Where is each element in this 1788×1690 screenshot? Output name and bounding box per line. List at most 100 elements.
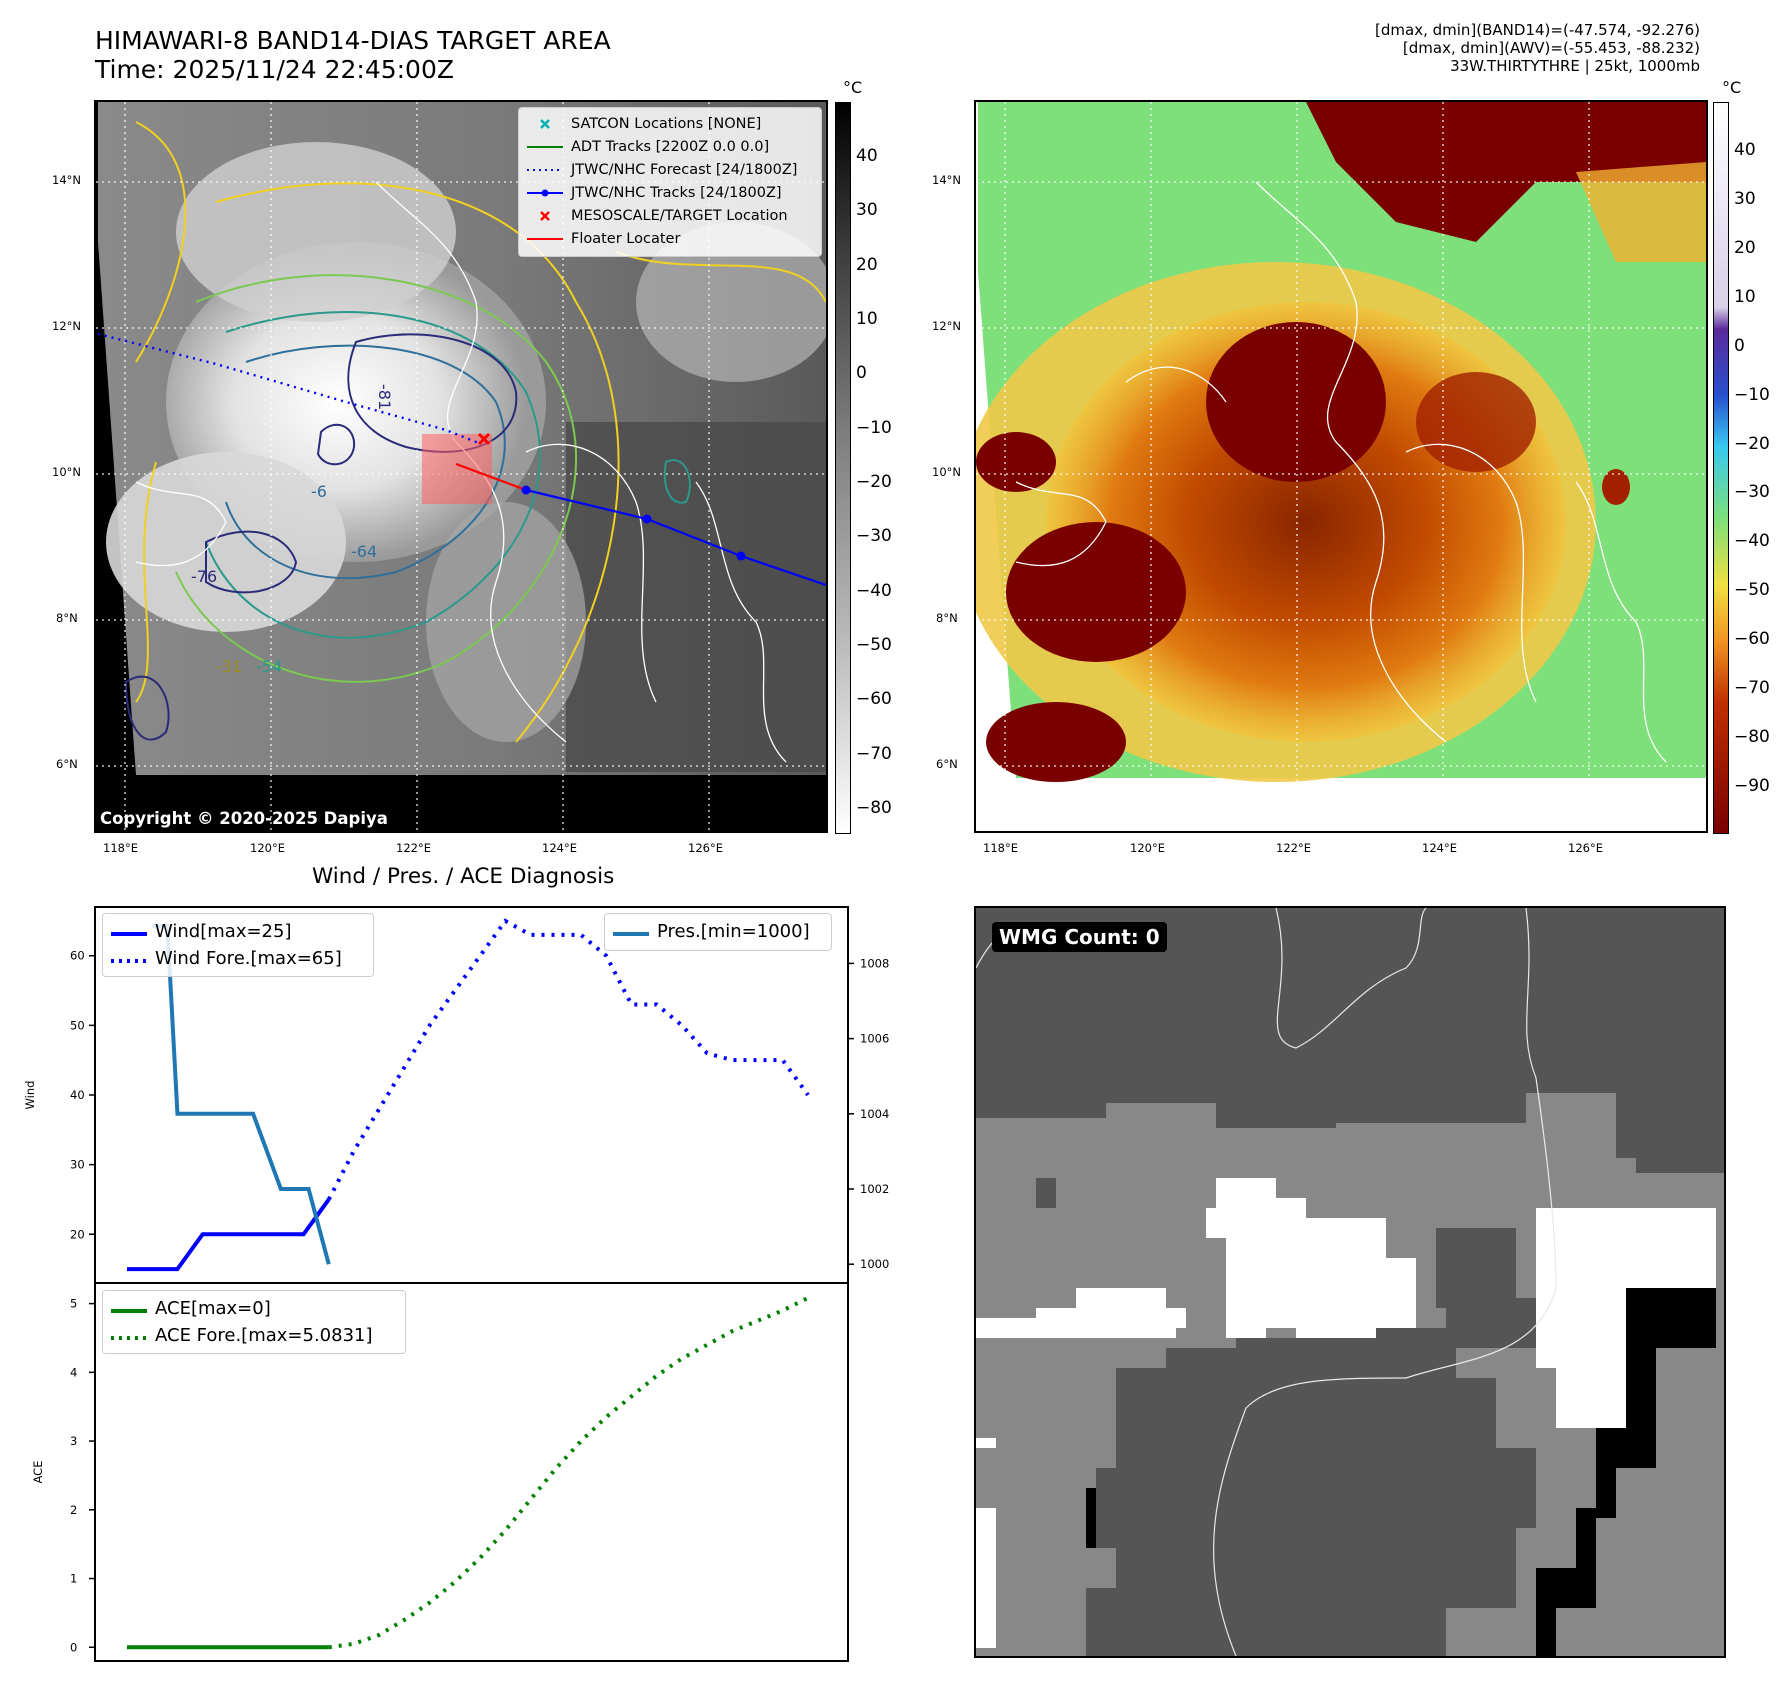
lon-tick-label: 124°E xyxy=(1422,841,1457,855)
copyright-text: Copyright © 2020-2025 Dapiya xyxy=(100,809,388,828)
red-line-icon xyxy=(527,232,563,246)
y-tick-label: 2 xyxy=(70,1503,77,1517)
colorbar-tick-label: −40 xyxy=(856,580,892,601)
legend-item: Wind Fore.[max=65] xyxy=(111,945,365,972)
legend-label: Floater Locater xyxy=(571,230,681,247)
lat-tick-label: 14°N xyxy=(932,173,961,187)
chart-title: Wind / Pres. / ACE Diagnosis xyxy=(312,864,615,889)
lat-tick-label: 6°N xyxy=(56,757,78,771)
colorbar-tick-label: −60 xyxy=(856,689,892,710)
legend-label: Wind Fore.[max=65] xyxy=(155,948,342,969)
wind-forecast-line xyxy=(327,918,810,1201)
contour-label: -31 xyxy=(216,657,242,676)
ir-colorbar-unit: °C xyxy=(843,78,863,97)
wmg-map[interactable]: WMG Count: 0 xyxy=(974,906,1726,1658)
lon-tick-label: 122°E xyxy=(396,841,431,855)
ir-satellite-map[interactable]: -76 -81 -64 -54 -31 -6 xyxy=(94,100,828,833)
ir-legend: SATCON Locations [NONE] ADT Tracks [2200… xyxy=(518,107,822,257)
y-tick-label: 20 xyxy=(70,1227,85,1241)
ace-axes xyxy=(94,1282,849,1662)
lon-tick-label: 120°E xyxy=(1130,841,1165,855)
lat-tick-label: 8°N xyxy=(936,611,958,625)
wind-solid-line-icon xyxy=(111,925,147,939)
legend-label: SATCON Locations [NONE] xyxy=(571,115,762,132)
contour-label: -64 xyxy=(351,542,377,561)
lon-tick-label: 118°E xyxy=(983,841,1018,855)
colorbar-tick-label: −60 xyxy=(1734,629,1770,650)
y-tick-label: 3 xyxy=(70,1434,77,1448)
colorbar-tick-label: −80 xyxy=(1734,727,1770,748)
legend-item: ACE Fore.[max=5.0831] xyxy=(111,1322,397,1349)
lat-tick-label: 6°N xyxy=(936,757,958,771)
awv-satellite-map[interactable] xyxy=(974,100,1708,833)
legend-label: JTWC/NHC Tracks [24/1800Z] xyxy=(571,184,782,201)
legend-label: Pres.[min=1000] xyxy=(657,921,810,942)
colorbar-tick-label: 40 xyxy=(856,146,878,166)
lon-tick-label: 126°E xyxy=(688,841,723,855)
wind-legend: Wind[max=25] Wind Fore.[max=65] xyxy=(102,913,374,977)
legend-label: ADT Tracks [2200Z 0.0 0.0] xyxy=(571,138,770,155)
contour-label: -54 xyxy=(256,657,282,676)
colorbar-tick-label: 10 xyxy=(856,309,878,329)
lon-tick-label: 124°E xyxy=(542,841,577,855)
colorbar-tick-label: −40 xyxy=(1734,531,1770,552)
legend-item: ACE[max=0] xyxy=(111,1295,397,1322)
colorbar-tick-label: −70 xyxy=(856,743,892,764)
figure-title: HIMAWARI-8 BAND14-DIAS TARGET AREA xyxy=(95,26,611,55)
y-tick-label: 0 xyxy=(70,1640,77,1654)
legend-item: MESOSCALE/TARGET Location xyxy=(527,204,813,227)
lat-tick-label: 12°N xyxy=(52,319,81,333)
ace-legend: ACE[max=0] ACE Fore.[max=5.0831] xyxy=(102,1290,406,1354)
colorbar-tick-label: −20 xyxy=(856,472,892,492)
awv-colorbar xyxy=(1713,102,1729,834)
colorbar-tick-label: 20 xyxy=(1734,237,1756,258)
legend-label: MESOSCALE/TARGET Location xyxy=(571,207,788,224)
colorbar-tick-label: 10 xyxy=(1734,286,1756,307)
green-line-icon xyxy=(527,140,563,154)
y-axis-label: ACE xyxy=(31,1461,45,1484)
wind-dotted-line-icon xyxy=(111,952,147,966)
blue-dot-line-icon xyxy=(527,186,563,200)
colorbar-tick-label: −20 xyxy=(1734,433,1770,454)
lat-tick-label: 14°N xyxy=(52,173,81,187)
legend-label: ACE Fore.[max=5.0831] xyxy=(155,1325,373,1346)
figure-time: Time: 2025/11/24 22:45:00Z xyxy=(95,55,454,84)
legend-item: JTWC/NHC Forecast [24/1800Z] xyxy=(527,158,813,181)
legend-item: Pres.[min=1000] xyxy=(613,918,823,945)
pressure-line-icon xyxy=(613,925,649,939)
cyan-x-icon xyxy=(527,117,563,131)
legend-item: JTWC/NHC Tracks [24/1800Z] xyxy=(527,181,813,204)
y-tick-label: 4 xyxy=(70,1365,77,1379)
y-tick-label: 5 xyxy=(70,1297,77,1311)
red-x-icon xyxy=(527,209,563,223)
blue-dotted-line-icon xyxy=(527,163,563,177)
legend-item: ADT Tracks [2200Z 0.0 0.0] xyxy=(527,135,813,158)
colorbar-tick-label: −80 xyxy=(856,798,892,818)
colorbar-tick-label: −30 xyxy=(856,526,892,547)
y2-tick-label: 1002 xyxy=(860,1182,889,1196)
colorbar-tick-label: −10 xyxy=(856,417,892,438)
pressure-legend: Pres.[min=1000] xyxy=(604,913,832,951)
ace-solid-line-icon xyxy=(111,1302,147,1316)
y-tick-label: 30 xyxy=(70,1158,85,1172)
awv-colorbar-unit: °C xyxy=(1722,78,1742,97)
legend-label: JTWC/NHC Forecast [24/1800Z] xyxy=(571,161,798,178)
awv-range-text: [dmax, dmin](AWV)=(-55.453, -88.232) xyxy=(1402,39,1700,57)
wind-observed-line xyxy=(127,1198,331,1272)
colorbar-tick-label: 30 xyxy=(856,200,878,221)
colorbar-tick-label: 30 xyxy=(1734,188,1756,209)
y-axis-label: Wind xyxy=(23,1081,37,1110)
storm-info-text: 33W.THIRTYTHRE | 25kt, 1000mb xyxy=(1450,57,1700,75)
ir-colorbar xyxy=(835,102,851,834)
y2-tick-label: 1008 xyxy=(860,956,889,970)
y-tick-label: 60 xyxy=(70,949,85,963)
legend-item: SATCON Locations [NONE] xyxy=(527,112,813,135)
diagnosis-chart[interactable]: 203040506010001002100410061008WindPressu… xyxy=(0,890,900,1670)
colorbar-tick-label: −10 xyxy=(1734,384,1770,405)
colorbar-tick-label: −90 xyxy=(1734,776,1770,796)
contour-label: -6 xyxy=(311,482,327,501)
legend-item: Floater Locater xyxy=(527,227,813,250)
band14-range-text: [dmax, dmin](BAND14)=(-47.574, -92.276) xyxy=(1375,21,1700,39)
lon-tick-label: 118°E xyxy=(103,841,138,855)
y-tick-label: 50 xyxy=(70,1018,85,1032)
